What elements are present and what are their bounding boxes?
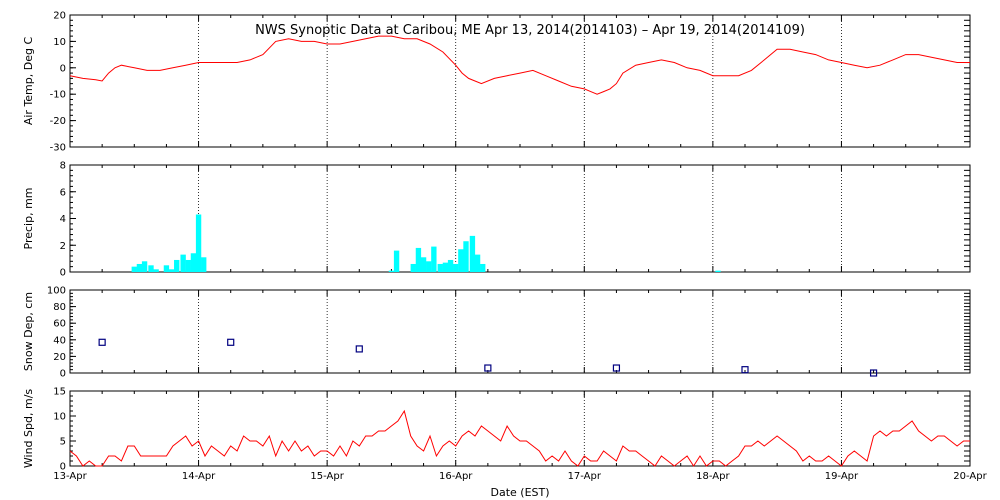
y-axis-title: Air Temp, Deg C — [22, 37, 35, 126]
plot-frame — [69, 289, 971, 374]
snow-depth-marker — [355, 345, 363, 353]
y-tick-label: 8 — [60, 161, 66, 172]
precip-bar — [442, 262, 449, 272]
precip-bar — [410, 263, 416, 272]
precip-bar — [437, 263, 443, 272]
y-tick-label: 4 — [60, 214, 66, 225]
y-tick-label: 15 — [53, 387, 66, 398]
precip-bar — [195, 214, 202, 272]
x-tick-label: 20-Apr — [953, 471, 987, 482]
y-tick-label: 60 — [53, 319, 66, 330]
y-tick-label: 0 — [60, 268, 66, 279]
precip-bar — [174, 259, 180, 272]
x-tick-label: 17-Apr — [568, 471, 602, 482]
y-tick-label: 40 — [53, 335, 66, 346]
precip-bar — [393, 250, 400, 272]
snow-depth-marker — [98, 338, 106, 346]
precip-bar — [458, 249, 464, 272]
y-axis-title: Snow Dep, cm — [22, 292, 35, 371]
x-tick-label: 18-Apr — [696, 471, 730, 482]
y-tick-label: 0 — [60, 462, 66, 473]
precip-bar — [180, 254, 186, 272]
precip-bar — [388, 270, 395, 272]
precip-bar — [447, 259, 454, 272]
precip-bar — [415, 247, 422, 272]
precip-bar — [431, 246, 437, 272]
precip-bar — [201, 257, 207, 272]
y-tick-label: 2 — [60, 241, 66, 252]
precip-bar — [141, 261, 148, 272]
x-tick-label: 13-Apr — [53, 471, 87, 482]
precip-bar — [168, 269, 175, 272]
y-tick-label: 20 — [53, 11, 66, 22]
y-tick-label: 100 — [47, 286, 66, 297]
x-tick-label: 14-Apr — [182, 471, 216, 482]
x-axis-title: Date (EST) — [490, 486, 549, 499]
x-tick-label: 16-Apr — [439, 471, 473, 482]
plot-frame — [69, 164, 971, 273]
snow-depth-marker — [484, 364, 492, 372]
x-tick-label: 19-Apr — [825, 471, 859, 482]
y-tick-label: 80 — [53, 302, 66, 313]
precip-bar — [190, 253, 197, 272]
precip-bar — [474, 254, 481, 272]
wind-speed-line — [69, 409, 970, 467]
snow-depth-marker — [612, 364, 621, 372]
precip-bar — [131, 266, 137, 272]
y-tick-label: -10 — [50, 90, 66, 101]
y-tick-label: 10 — [53, 37, 66, 48]
precip-bar — [153, 269, 159, 272]
precip-bar — [163, 265, 170, 272]
y-tick-label: 20 — [53, 352, 66, 363]
y-axis-title: Precip, mm — [22, 188, 35, 250]
snow-depth-marker — [869, 369, 878, 377]
y-tick-label: 5 — [60, 437, 66, 448]
y-tick-label: 0 — [60, 63, 66, 74]
precip-bar — [469, 235, 476, 272]
y-axis-title: Wind Spd, m/s — [22, 389, 35, 469]
snow-depth-marker — [741, 366, 749, 374]
y-tick-label: 10 — [53, 412, 66, 423]
y-tick-label: -30 — [50, 143, 66, 154]
precip-bar — [420, 257, 427, 272]
precip-bar — [136, 263, 143, 272]
chart-title: NWS Synoptic Data at Caribou, ME Apr 13,… — [255, 23, 805, 38]
y-tick-label: 6 — [60, 187, 66, 198]
air-temp-line — [69, 35, 970, 95]
precip-bar — [480, 263, 486, 272]
precip-bar — [185, 259, 191, 272]
snow-depth-marker — [227, 338, 235, 346]
precip-bar — [463, 241, 469, 272]
x-tick-label: 15-Apr — [310, 471, 344, 482]
y-tick-label: 0 — [60, 369, 66, 380]
y-tick-label: -20 — [50, 116, 66, 127]
precip-bar — [715, 270, 721, 272]
precip-bar — [426, 261, 432, 272]
precip-bar — [453, 263, 459, 272]
precip-bar — [148, 265, 154, 272]
